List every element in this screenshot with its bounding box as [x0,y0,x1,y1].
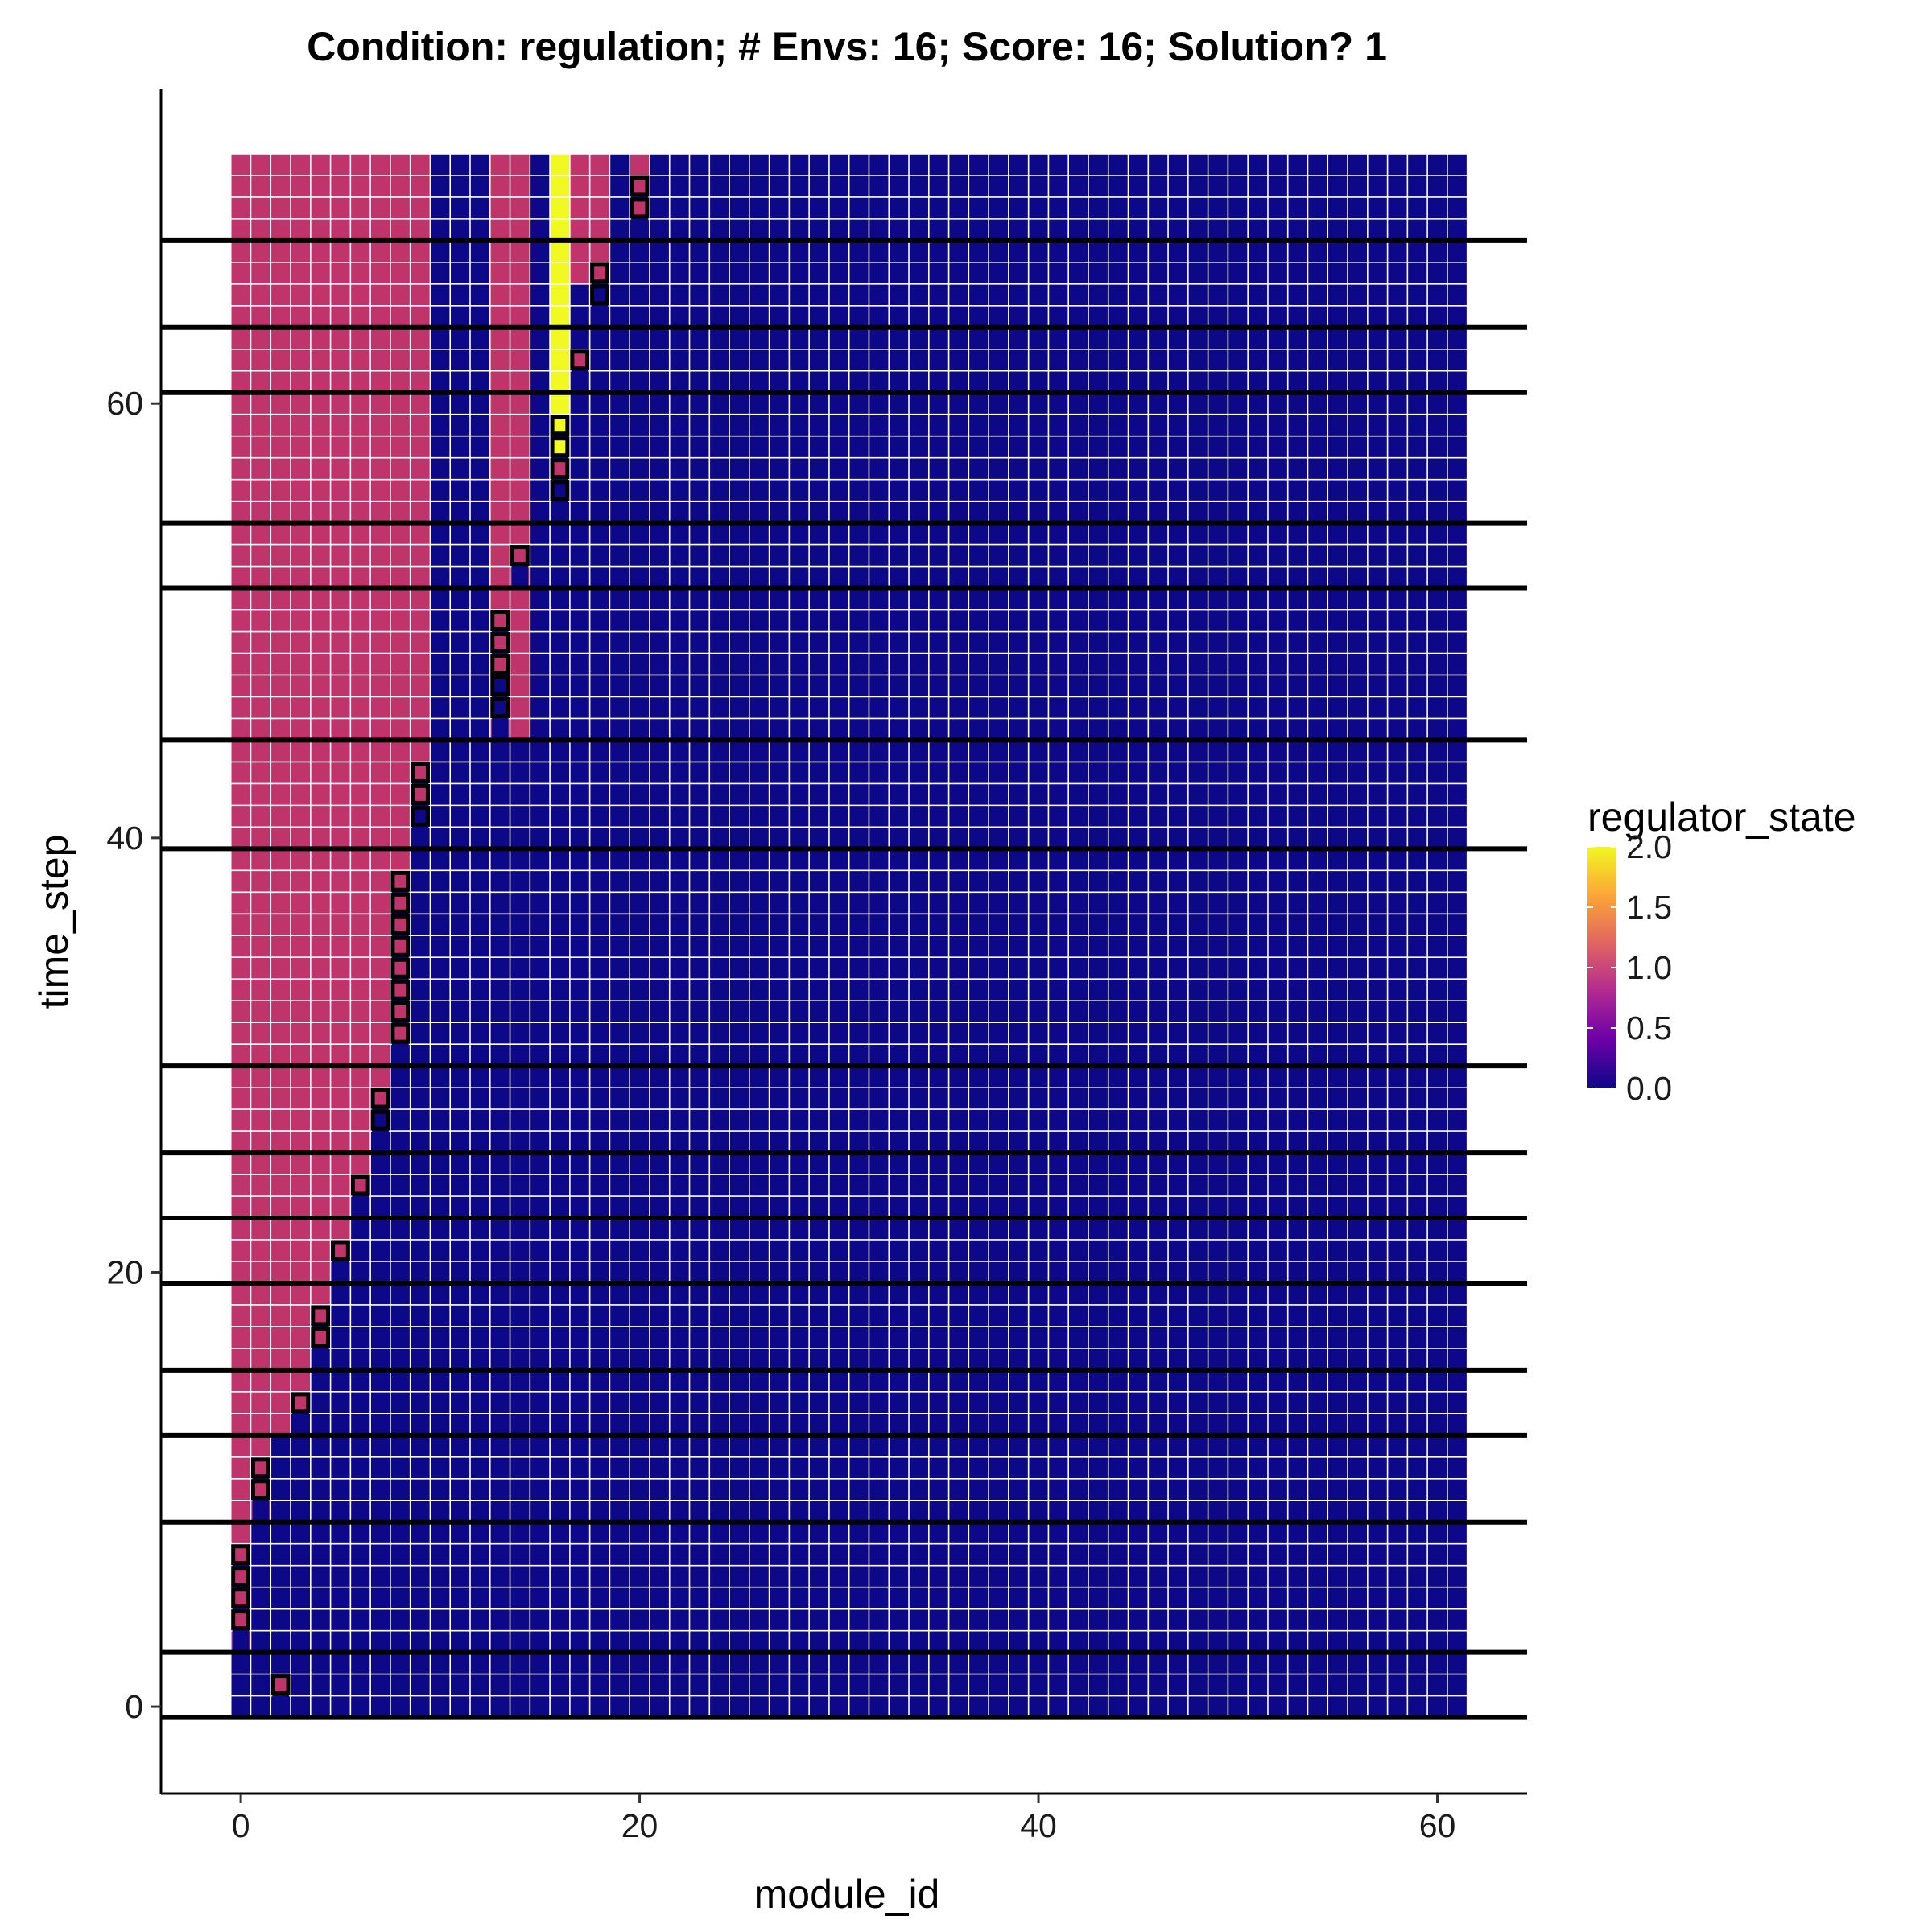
highlight-cell [550,415,570,436]
heatmap-region-3 [270,1435,291,1718]
highlight-cell [590,284,609,306]
highlight-cell [390,892,411,914]
legend: regulator_state 0.0 0.5 1.0 1.5 2.0 [1587,795,1856,1107]
x-tick-label: 40 [1020,1807,1057,1844]
highlight-cell [490,675,510,696]
highlight-cell [231,1609,250,1631]
highlight-cell [250,1479,270,1501]
highlight-cell [390,870,411,892]
highlight-cell [231,1544,250,1566]
x-tick-label: 20 [621,1807,658,1844]
highlight-cell [250,1457,270,1479]
y-tick-label: 0 [125,1688,143,1725]
highlight-cell [490,610,510,632]
y-tick-label: 40 [106,819,143,857]
legend-label: 2.0 [1626,828,1672,865]
y-tick-label: 20 [106,1253,143,1290]
y-axis-title: time_step [31,835,76,1009]
x-axis-title: module_id [754,1872,940,1917]
highlight-cell [331,1240,350,1261]
highlight-cell [490,696,510,718]
highlight-cell [390,957,411,979]
legend-label: 0.0 [1626,1070,1672,1107]
heatmap-region-6 [330,1261,351,1718]
highlight-cell [231,1587,250,1609]
highlight-cell [411,762,430,783]
highlight-cell [411,805,430,827]
highlight-cell [550,480,570,502]
env-change-lines [161,237,1527,1720]
highlight-cell [350,1174,370,1196]
highlight-cell [370,1088,390,1109]
highlight-cell [390,1001,411,1022]
legend-label: 0.5 [1626,1009,1672,1046]
highlight-cell [390,1022,411,1044]
highlight-cell [630,175,650,197]
heatmap-region-1 [230,1652,251,1718]
highlight-cell [390,979,411,1001]
highlight-cell [590,262,609,284]
x-tick-label: 60 [1419,1807,1456,1844]
legend-label: 1.0 [1626,949,1672,986]
highlight-cell [390,935,411,957]
plot-area [161,153,1527,1720]
highlight-cell [411,783,430,805]
highlight-cell [510,545,530,567]
y-tick-label: 60 [106,385,143,422]
highlight-cell [390,914,411,935]
x-tick-label: 0 [232,1807,250,1844]
highlight-cell [231,1566,250,1587]
heatmap-region-4 [291,1391,311,1718]
highlight-cell [311,1305,331,1327]
highlight-cell [370,1109,390,1131]
heatmap-region-2 [250,1521,271,1718]
highlight-cell [550,436,570,458]
axes: 0 20 40 60 0 20 40 60 [106,89,1527,1844]
legend-label: 1.5 [1626,889,1672,926]
chart-title: Condition: regulation; # Envs: 16; Score… [307,24,1387,69]
highlight-cell [630,197,650,219]
highlight-cell [490,654,510,675]
highlight-cell [311,1327,331,1348]
highlight-cell [291,1392,311,1414]
highlight-cell [270,1674,291,1696]
highlight-cell [550,458,570,480]
highlight-cell [570,349,590,371]
highlight-cells [231,175,650,1716]
legend-title: regulator_state [1587,795,1856,840]
highlight-cell [490,632,510,654]
